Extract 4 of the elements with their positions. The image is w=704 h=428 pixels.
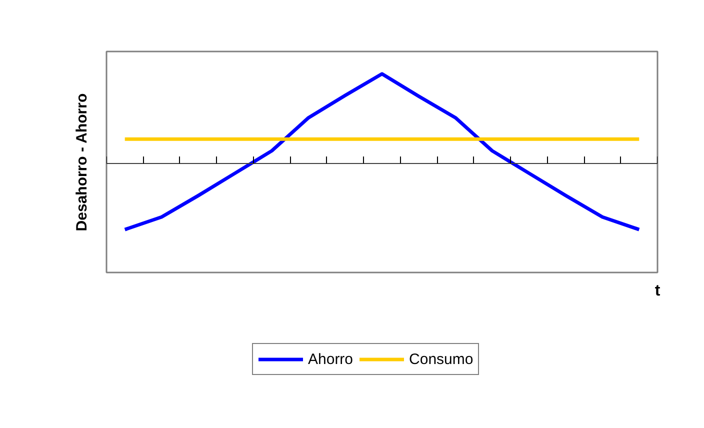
legend-label: Ahorro (308, 350, 354, 368)
legend-label: Consumo (409, 350, 474, 368)
x-axis-title: t (654, 282, 661, 300)
y-axis-title: Desahorro - Ahorro (74, 93, 90, 232)
